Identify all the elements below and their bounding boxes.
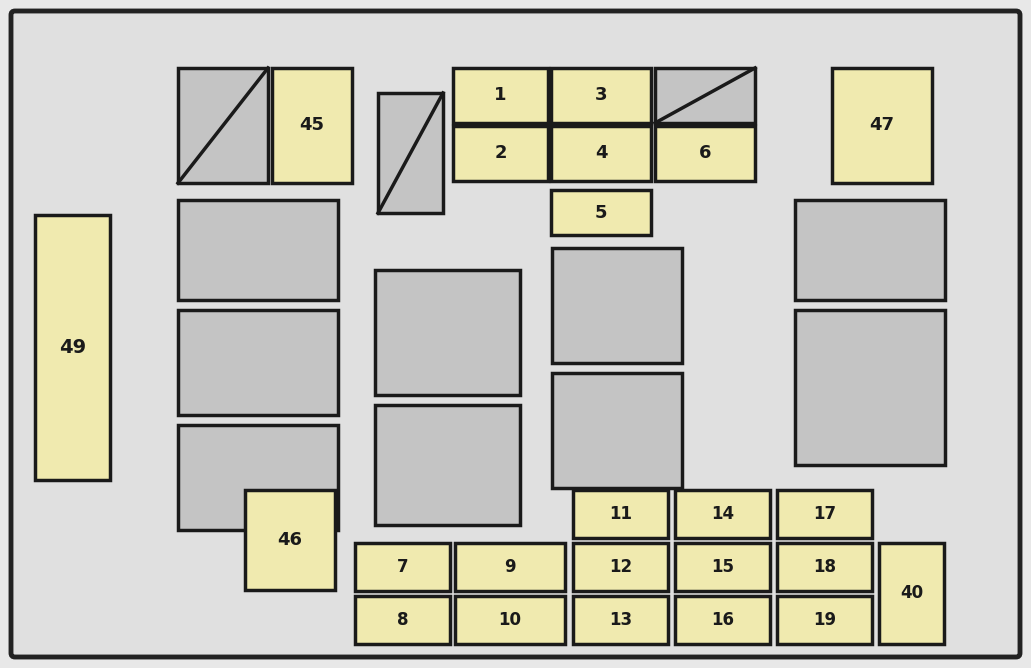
Bar: [675, 596, 770, 644]
Text: 7: 7: [397, 558, 408, 576]
Bar: [375, 405, 520, 525]
Bar: [795, 200, 945, 300]
Bar: [573, 596, 668, 644]
Bar: [573, 490, 668, 538]
Bar: [355, 543, 450, 591]
Bar: [675, 543, 770, 591]
Text: 18: 18: [813, 558, 836, 576]
Bar: [455, 596, 565, 644]
Bar: [178, 68, 268, 183]
Bar: [552, 248, 681, 363]
Text: 4: 4: [595, 144, 607, 162]
Bar: [777, 596, 872, 644]
Text: 46: 46: [277, 531, 302, 549]
Bar: [832, 68, 932, 183]
Bar: [879, 543, 944, 644]
Bar: [453, 126, 548, 181]
Text: 14: 14: [711, 505, 734, 523]
Bar: [35, 215, 110, 480]
Bar: [777, 543, 872, 591]
Bar: [551, 190, 651, 235]
Text: 40: 40: [900, 584, 923, 603]
Text: 19: 19: [812, 611, 836, 629]
Text: 17: 17: [812, 505, 836, 523]
Bar: [355, 596, 450, 644]
Bar: [178, 200, 338, 300]
Text: 13: 13: [609, 611, 632, 629]
Bar: [551, 126, 651, 181]
Bar: [178, 425, 338, 530]
Text: 3: 3: [595, 86, 607, 104]
Bar: [573, 543, 668, 591]
Bar: [655, 126, 755, 181]
Bar: [777, 490, 872, 538]
Bar: [795, 310, 945, 465]
Bar: [552, 373, 681, 488]
Text: 49: 49: [59, 338, 86, 357]
Bar: [655, 68, 755, 123]
Bar: [455, 543, 565, 591]
Bar: [675, 490, 770, 538]
Text: 10: 10: [499, 611, 522, 629]
FancyBboxPatch shape: [11, 11, 1020, 657]
Bar: [551, 68, 651, 123]
Text: 1: 1: [494, 86, 507, 104]
Bar: [453, 68, 548, 123]
Bar: [378, 93, 443, 213]
Bar: [272, 68, 352, 183]
Text: 16: 16: [711, 611, 734, 629]
Text: 45: 45: [299, 116, 325, 134]
Text: 6: 6: [699, 144, 711, 162]
Text: 5: 5: [595, 204, 607, 222]
Text: 12: 12: [609, 558, 632, 576]
Text: 2: 2: [494, 144, 507, 162]
Bar: [178, 310, 338, 415]
Text: 11: 11: [609, 505, 632, 523]
Bar: [245, 490, 335, 590]
Text: 9: 9: [504, 558, 516, 576]
Text: 8: 8: [397, 611, 408, 629]
Text: 15: 15: [711, 558, 734, 576]
Text: 47: 47: [869, 116, 895, 134]
Bar: [375, 270, 520, 395]
